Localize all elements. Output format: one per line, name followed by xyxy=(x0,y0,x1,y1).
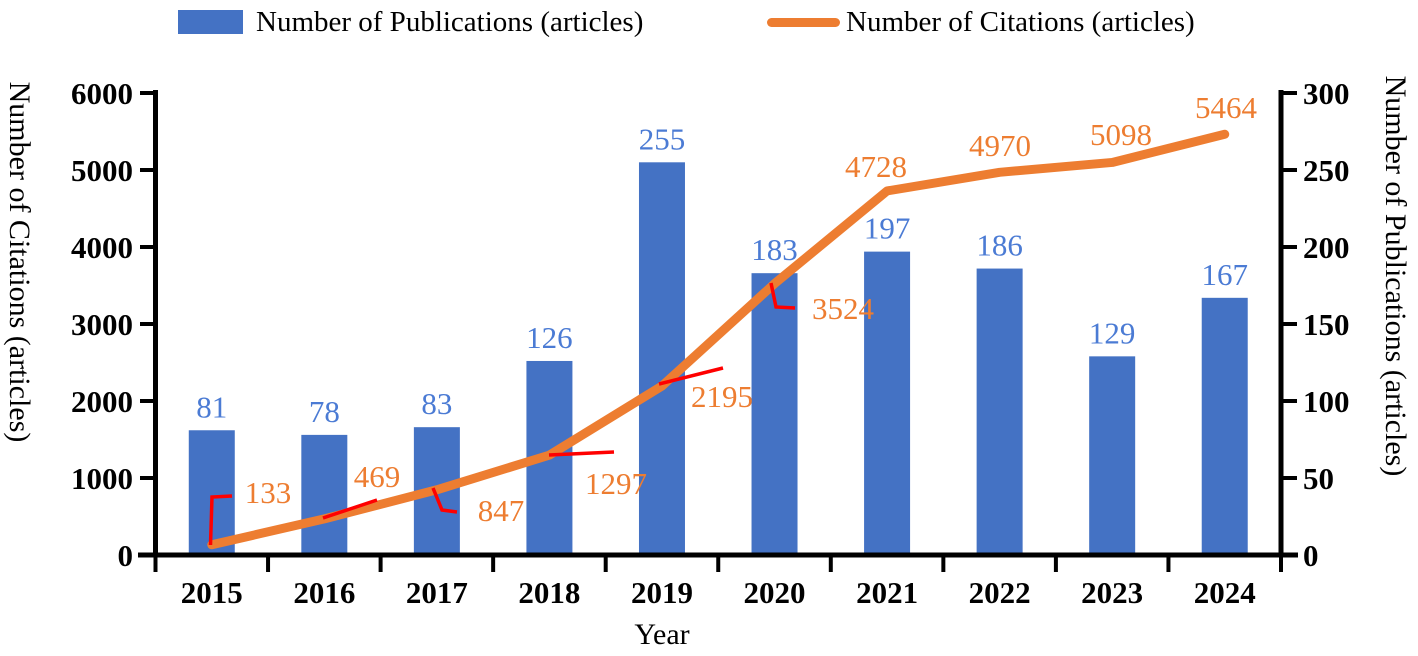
left-axis-tick-label: 0 xyxy=(118,538,134,573)
x-axis-tick-label: 2017 xyxy=(406,575,468,610)
bar-2022 xyxy=(976,268,1023,555)
right-axis-title: Number of Publications (articles) xyxy=(1379,76,1412,477)
citation-value-label: 5098 xyxy=(1090,117,1152,152)
x-axis-tick-label: 2022 xyxy=(969,575,1031,610)
bar-value-label: 81 xyxy=(196,389,227,424)
left-axis-tick-label: 4000 xyxy=(71,230,133,265)
left-axis-tick-label: 2000 xyxy=(71,384,133,419)
left-axis-tick-label: 6000 xyxy=(71,76,133,111)
bar-value-label: 197 xyxy=(864,211,911,246)
bar-value-label: 183 xyxy=(751,232,798,267)
right-axis-tick-label: 100 xyxy=(1303,384,1350,419)
bar-value-label: 186 xyxy=(976,228,1023,263)
x-axis-tick-label: 2018 xyxy=(518,575,580,610)
legend-label-citations: Number of Citations (articles) xyxy=(846,5,1195,38)
bar-value-label: 126 xyxy=(526,320,573,355)
bar-value-label: 78 xyxy=(309,394,340,429)
right-axis-tick-label: 200 xyxy=(1303,230,1350,265)
x-axis-tick-label: 2020 xyxy=(744,575,806,610)
citation-value-label: 469 xyxy=(354,459,401,494)
right-axis-tick-label: 0 xyxy=(1303,538,1319,573)
publications-bar-swatch-icon xyxy=(178,10,243,34)
bar-2021 xyxy=(864,251,911,555)
bar-value-label: 167 xyxy=(1201,257,1248,292)
citations-line-swatch-icon xyxy=(767,17,840,27)
leader-line xyxy=(658,366,724,386)
leader-line xyxy=(548,450,615,457)
bar-2016 xyxy=(301,434,348,555)
left-axis-tick-label: 5000 xyxy=(71,153,133,188)
bar-value-label: 83 xyxy=(421,386,452,421)
left-axis-title: Number of Citations (articles) xyxy=(3,82,36,443)
citation-value-label: 3524 xyxy=(812,291,875,326)
left-axis-tick-label: 1000 xyxy=(71,461,133,496)
citation-value-label: 4728 xyxy=(845,149,907,184)
citation-value-label: 133 xyxy=(245,475,292,510)
leader-line xyxy=(322,498,378,520)
x-axis-tick-label: 2023 xyxy=(1081,575,1143,610)
bar-2019 xyxy=(638,162,685,556)
leader-line xyxy=(208,494,233,546)
right-axis-tick-label: 300 xyxy=(1303,76,1350,111)
bar-value-label: 255 xyxy=(639,121,686,156)
x-axis-tick-label: 2021 xyxy=(856,575,918,610)
x-axis-tick-label: 2019 xyxy=(631,575,693,610)
citation-value-label: 1297 xyxy=(585,466,647,501)
citation-value-label: 4970 xyxy=(969,128,1031,163)
right-axis-tick-label: 50 xyxy=(1303,461,1334,496)
legend-item-publications: Number of Publications (articles) xyxy=(178,4,643,40)
right-axis-tick-label: 150 xyxy=(1303,307,1350,342)
left-axis-tick-label: 3000 xyxy=(71,307,133,342)
citation-value-label: 5464 xyxy=(1195,90,1258,125)
x-axis-title: Year xyxy=(634,618,689,651)
bar-2024 xyxy=(1201,297,1248,555)
leader-line xyxy=(431,487,458,514)
leader-line xyxy=(769,282,796,310)
citations-line xyxy=(207,129,1230,550)
x-axis-tick-label: 2015 xyxy=(181,575,243,610)
citation-value-label: 2195 xyxy=(691,379,753,414)
bar-2020 xyxy=(751,273,798,555)
x-axis-tick-label: 2016 xyxy=(293,575,355,610)
x-axis-tick-label: 2024 xyxy=(1194,575,1256,610)
legend-label-publications: Number of Publications (articles) xyxy=(256,5,644,38)
citation-value-label: 847 xyxy=(478,493,525,528)
right-axis-tick-label: 250 xyxy=(1303,153,1350,188)
legend-item-citations: Number of Citations (articles) xyxy=(767,4,1195,40)
bar-value-label: 129 xyxy=(1089,315,1136,350)
bar-2023 xyxy=(1089,356,1136,555)
